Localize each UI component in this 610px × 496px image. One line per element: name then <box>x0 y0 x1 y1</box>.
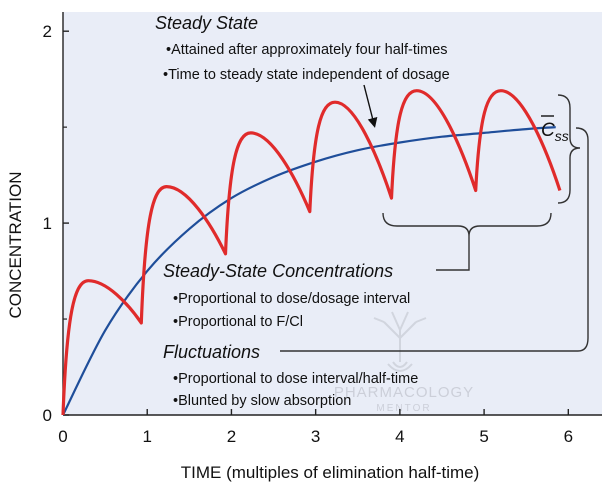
x-tick-label: 1 <box>142 427 151 446</box>
css-label-main: C <box>541 120 555 141</box>
ss-concentrations-title: Steady-State Concentrations <box>163 261 393 281</box>
ss-concentrations-bullet-1: •Proportional to dose/dosage interval <box>173 291 410 307</box>
css-label-subscript: ss <box>555 128 569 144</box>
x-tick-label: 2 <box>227 427 236 446</box>
watermark-line1: PHARMACOLOGY <box>334 384 474 401</box>
x-tick-label: 0 <box>58 427 67 446</box>
axes <box>62 12 602 416</box>
watermark-tree-icon <box>373 311 427 372</box>
ss-concentrations-bullet-2: •Proportional to F/Cl <box>173 314 303 330</box>
y-tick-label: 2 <box>43 22 52 41</box>
x-ticks: 0 1 2 3 4 5 6 <box>58 409 573 446</box>
y-tick-label: 0 <box>43 406 52 425</box>
x-axis-title: TIME (multiples of elimination half-time… <box>181 463 480 482</box>
dosing-concentration-curve <box>61 89 562 416</box>
y-axis-title: CONCENTRATION <box>6 171 25 318</box>
y-ticks: 0 1 2 <box>43 22 69 425</box>
css-range-brace <box>557 94 581 204</box>
fluctuations-leader <box>280 127 589 352</box>
fluctuations-bullet-2: •Blunted by slow absorption <box>173 393 351 409</box>
fluctuations-title: Fluctuations <box>163 342 260 362</box>
steady-state-arrow <box>363 84 378 128</box>
watermark-line2: MENTOR <box>376 403 431 414</box>
ss-concentration-leader <box>436 236 470 271</box>
steady-state-bullet-1: •Attained after approximately four half-… <box>166 42 448 58</box>
y-tick-label: 1 <box>43 214 52 233</box>
watermark: PHARMACOLOGY MENTOR <box>334 311 474 414</box>
x-tick-label: 6 <box>564 427 573 446</box>
x-tick-label: 5 <box>479 427 488 446</box>
steady-state-bullet-2: •Time to steady state independent of dos… <box>163 67 450 83</box>
plot-background <box>63 12 602 415</box>
x-tick-label: 3 <box>311 427 320 446</box>
css-label: Css <box>541 120 569 144</box>
fluctuations-bullet-1: •Proportional to dose interval/half-time <box>173 371 418 387</box>
x-tick-label: 4 <box>395 427 404 446</box>
steady-state-title: Steady State <box>155 13 258 33</box>
